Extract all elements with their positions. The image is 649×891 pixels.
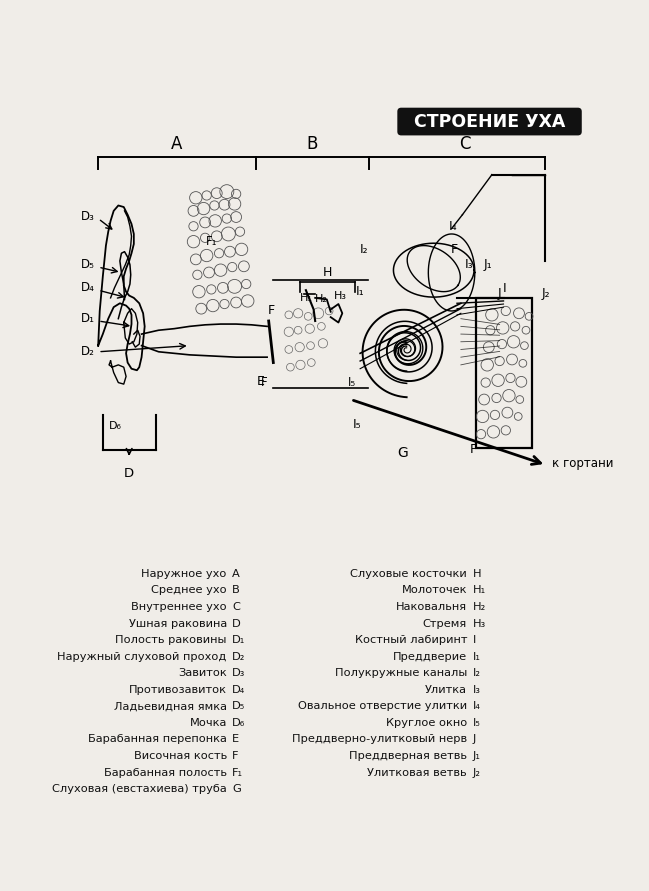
Text: D₆: D₆ — [232, 718, 245, 728]
Text: Противозавиток: Противозавиток — [129, 685, 227, 695]
Text: H: H — [323, 266, 332, 279]
Text: A: A — [232, 569, 240, 579]
FancyBboxPatch shape — [397, 108, 582, 135]
Text: B: B — [232, 585, 240, 595]
Text: Молоточек: Молоточек — [402, 585, 467, 595]
Text: E: E — [232, 734, 239, 745]
Text: I: I — [502, 282, 506, 295]
Text: I₁: I₁ — [356, 285, 365, 298]
Text: B: B — [307, 135, 318, 153]
Text: СТРОЕНИЕ УХА: СТРОЕНИЕ УХА — [414, 112, 565, 131]
Text: J₁: J₁ — [472, 751, 480, 761]
Text: I₄: I₄ — [472, 701, 480, 711]
Text: G: G — [397, 446, 408, 461]
Text: D₁: D₁ — [232, 635, 245, 645]
Text: I₂: I₂ — [360, 243, 369, 256]
Text: Полость раковины: Полость раковины — [116, 635, 227, 645]
Text: D₂: D₂ — [81, 346, 95, 358]
Text: F₁: F₁ — [206, 235, 217, 249]
Text: Стремя: Стремя — [423, 618, 467, 628]
Text: D₃: D₃ — [81, 209, 95, 223]
Text: Среднее ухо: Среднее ухо — [151, 585, 227, 595]
Text: Ушная раковина: Ушная раковина — [129, 618, 227, 628]
Text: Слуховая (евстахиева) труба: Слуховая (евстахиева) труба — [52, 784, 227, 794]
Text: C: C — [459, 135, 471, 153]
Text: Улитковая ветвь: Улитковая ветвь — [367, 767, 467, 778]
Text: Круглое окно: Круглое окно — [386, 718, 467, 728]
Text: D₅: D₅ — [81, 258, 95, 271]
Text: Преддверная ветвь: Преддверная ветвь — [349, 751, 467, 761]
Text: Полукружные каналы: Полукружные каналы — [335, 668, 467, 678]
Text: Преддверно-улитковый нерв: Преддверно-улитковый нерв — [292, 734, 467, 745]
Text: I₅: I₅ — [472, 718, 480, 728]
Text: D₅: D₅ — [232, 701, 245, 711]
Text: D: D — [124, 467, 134, 479]
Text: F: F — [470, 443, 477, 456]
Text: I₁: I₁ — [472, 651, 480, 662]
Text: E: E — [257, 375, 265, 388]
Text: Преддверие: Преддверие — [393, 651, 467, 662]
Text: J₁: J₁ — [484, 258, 493, 271]
Text: Костный лабиринт: Костный лабиринт — [354, 635, 467, 645]
Text: H₁: H₁ — [472, 585, 485, 595]
Text: D₂: D₂ — [232, 651, 245, 662]
Text: J₂: J₂ — [542, 287, 550, 299]
Text: Ладьевидная ямка: Ладьевидная ямка — [114, 701, 227, 711]
Text: F: F — [267, 305, 275, 317]
Text: F: F — [261, 376, 267, 389]
Text: Улитка: Улитка — [425, 685, 467, 695]
Text: H: H — [472, 569, 481, 579]
Text: Барабанная полость: Барабанная полость — [104, 767, 227, 778]
Text: D₃: D₃ — [232, 668, 245, 678]
Text: Наружное ухо: Наружное ухо — [141, 569, 227, 579]
Text: D: D — [232, 618, 241, 628]
Text: Височная кость: Височная кость — [134, 751, 227, 761]
Text: I₃: I₃ — [472, 685, 480, 695]
Bar — [476, 298, 532, 448]
Text: I₃: I₃ — [464, 258, 473, 271]
Text: Слуховые косточки: Слуховые косточки — [350, 569, 467, 579]
Text: D₄: D₄ — [81, 282, 95, 294]
Text: D₆: D₆ — [109, 421, 122, 431]
Text: Завиток: Завиток — [178, 668, 227, 678]
Text: I₅: I₅ — [349, 376, 356, 389]
Text: C: C — [232, 602, 240, 612]
Text: H₃: H₃ — [334, 291, 347, 301]
Text: I₅: I₅ — [352, 418, 361, 430]
Text: F: F — [232, 751, 239, 761]
Text: H₂: H₂ — [472, 602, 485, 612]
Text: D₁: D₁ — [81, 312, 95, 325]
Text: H₂: H₂ — [315, 294, 328, 305]
Text: Барабанная перепонка: Барабанная перепонка — [88, 734, 227, 745]
Text: I: I — [472, 635, 476, 645]
Text: J: J — [472, 734, 476, 745]
Text: I₄: I₄ — [449, 220, 458, 233]
Text: Овальное отверстие улитки: Овальное отверстие улитки — [298, 701, 467, 711]
Text: A: A — [171, 135, 182, 153]
Text: D₄: D₄ — [232, 685, 245, 695]
Text: I₂: I₂ — [472, 668, 480, 678]
Text: J: J — [498, 287, 502, 299]
Text: Наружный слуховой проход: Наружный слуховой проход — [58, 651, 227, 662]
Text: Наковальня: Наковальня — [396, 602, 467, 612]
Text: J₂: J₂ — [472, 767, 480, 778]
Text: Внутреннее ухо: Внутреннее ухо — [131, 602, 227, 612]
Text: F: F — [451, 243, 458, 256]
Text: к гортани: к гортани — [552, 457, 614, 470]
Text: G: G — [232, 784, 241, 794]
Text: F₁: F₁ — [232, 767, 243, 778]
Text: H₃: H₃ — [472, 618, 485, 628]
Text: Мочка: Мочка — [190, 718, 227, 728]
Text: H₁: H₁ — [299, 293, 312, 303]
